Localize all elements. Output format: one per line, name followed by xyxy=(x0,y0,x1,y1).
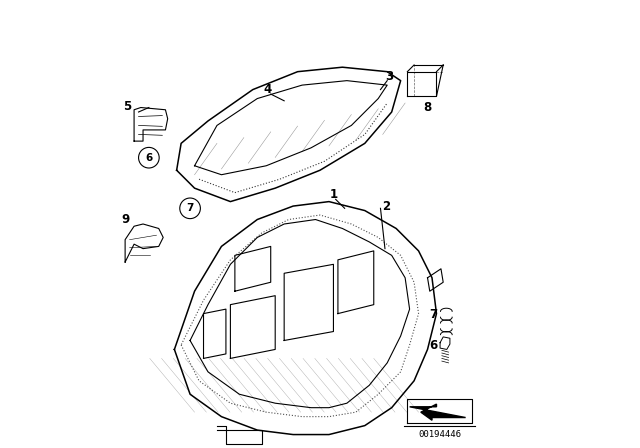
Text: 9: 9 xyxy=(121,213,129,226)
Text: 3: 3 xyxy=(385,69,394,83)
Circle shape xyxy=(139,147,159,168)
Circle shape xyxy=(180,198,200,219)
Text: 5: 5 xyxy=(124,100,131,113)
Text: 6: 6 xyxy=(429,339,437,353)
Text: 8: 8 xyxy=(424,101,431,114)
Text: 6: 6 xyxy=(145,153,152,163)
Polygon shape xyxy=(410,404,466,420)
Text: 2: 2 xyxy=(382,199,390,213)
Text: 00194446: 00194446 xyxy=(418,430,461,439)
Text: 7: 7 xyxy=(429,308,437,321)
Text: 4: 4 xyxy=(263,83,271,96)
Text: 1: 1 xyxy=(330,188,337,202)
Text: 7: 7 xyxy=(186,203,194,213)
